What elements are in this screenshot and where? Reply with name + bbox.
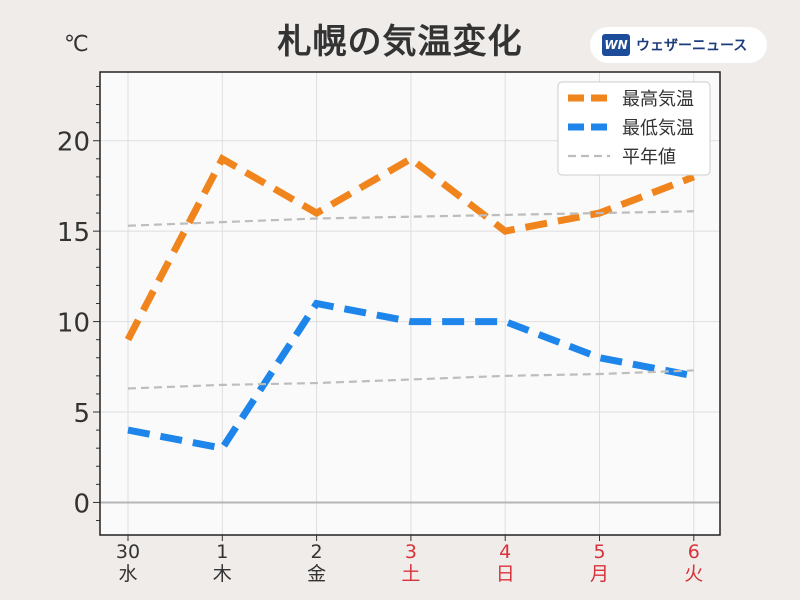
x-tick-day: 1 (216, 541, 228, 563)
legend-label: 最高気温 (622, 89, 694, 110)
x-tick-day: 3 (405, 541, 417, 563)
chart-title: 札幌の気温変化 (277, 22, 523, 62)
y-tick-label: 20 (57, 128, 90, 158)
x-tick-weekday: 火 (684, 563, 703, 585)
x-tick-weekday: 日 (496, 563, 515, 585)
series-line-normal (127, 210, 694, 227)
plot-frame (99, 71, 721, 536)
legend-box (557, 81, 711, 176)
x-tick-day: 2 (311, 541, 323, 563)
x-tick-weekday: 金 (307, 563, 326, 585)
legend-label: 最低気温 (622, 118, 694, 139)
x-tick-day: 5 (593, 541, 605, 563)
x-tick-day: 4 (499, 541, 511, 563)
series-line-normal (127, 369, 694, 390)
x-tick-day: 30 (116, 541, 140, 563)
y-tick-label: 5 (73, 399, 90, 429)
x-tick-weekday: 木 (213, 563, 232, 585)
brand-name: ウェザーニュース (636, 38, 748, 54)
x-tick-weekday: 土 (401, 563, 420, 585)
legend-label: 平年値 (622, 147, 676, 168)
y-tick-label: 0 (73, 489, 90, 519)
brand-badge: WN ウェザーニュース (590, 27, 767, 63)
x-tick-weekday: 月 (590, 563, 609, 585)
series-line-min (127, 299, 695, 453)
x-tick-day: 6 (688, 541, 700, 563)
brand-logo-icon: WN (602, 34, 630, 56)
y-unit-label: ℃ (64, 32, 89, 57)
y-tick-label: 15 (57, 218, 90, 248)
y-tick-label: 10 (57, 309, 90, 339)
x-tick-weekday: 水 (118, 563, 137, 585)
